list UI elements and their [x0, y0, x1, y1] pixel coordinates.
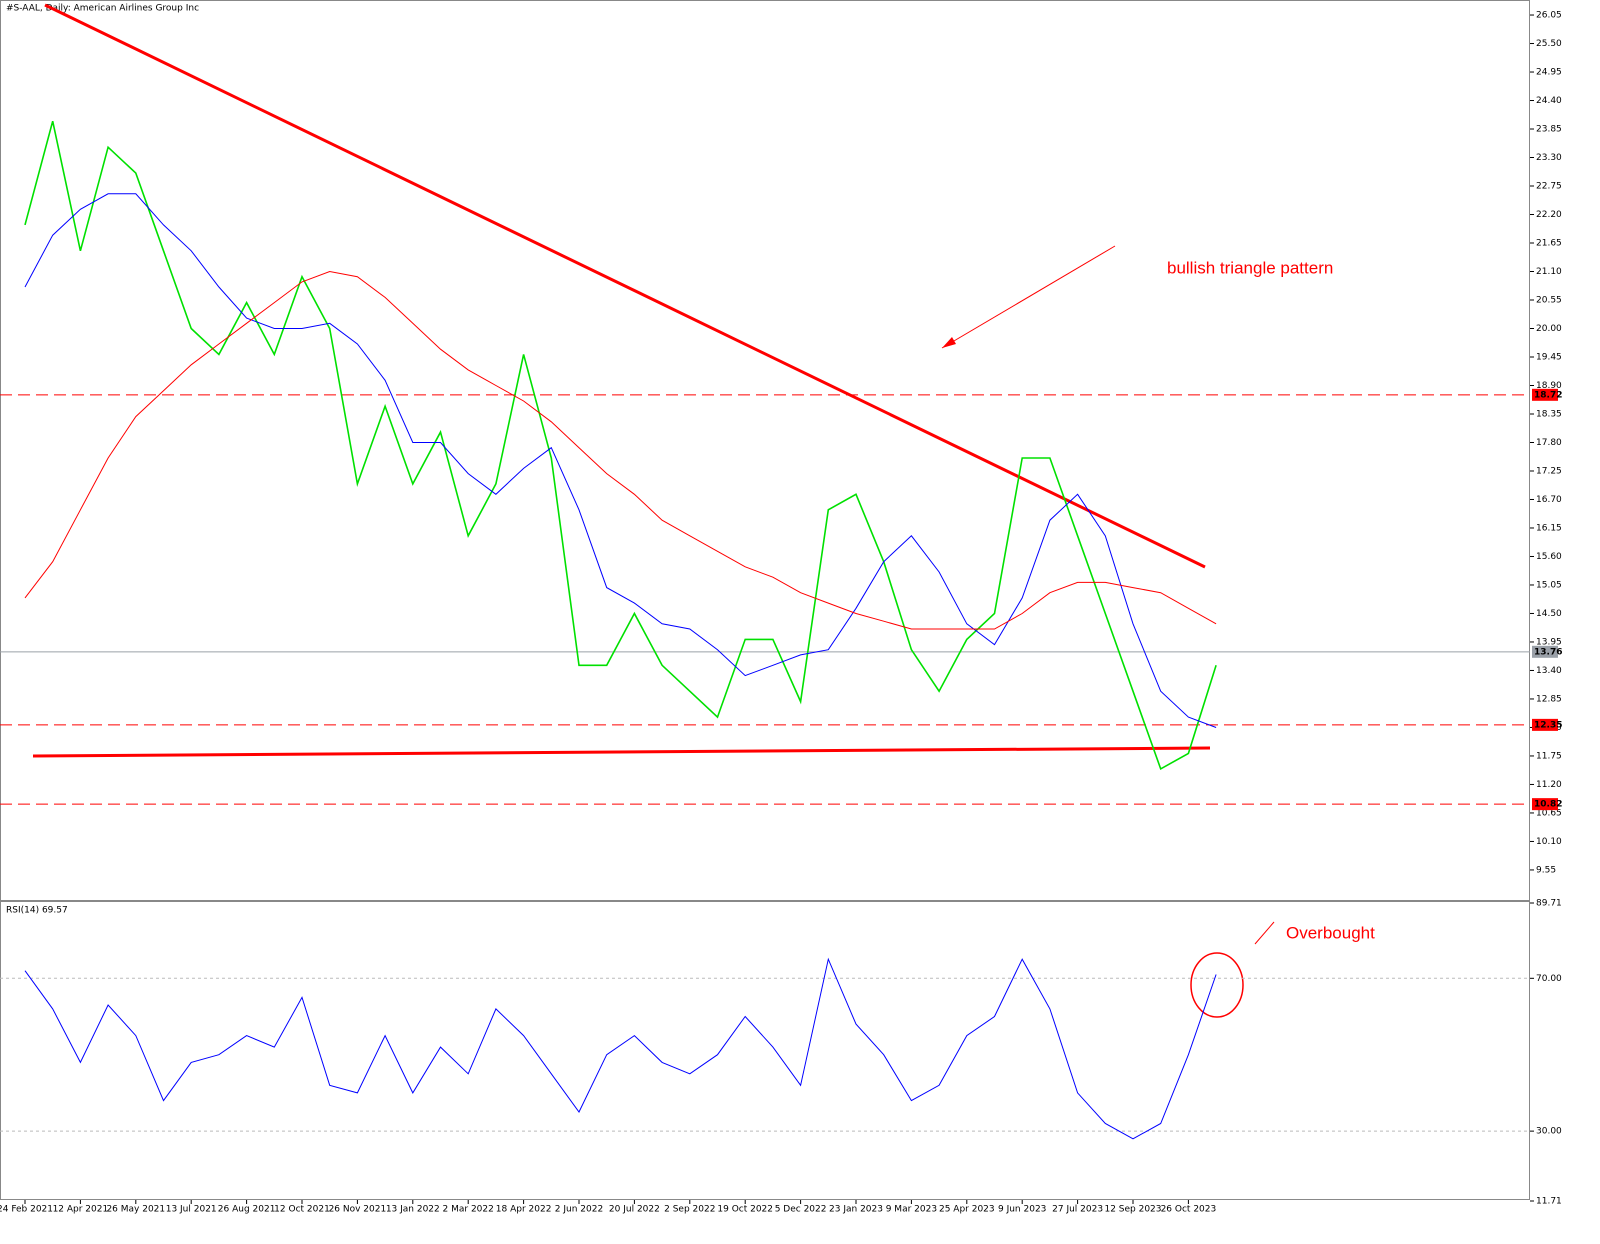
chart-title: #S-AAL, Daily: American Airlines Group I… — [6, 4, 199, 14]
series-line — [24, 193, 1217, 728]
x-tick-label: 26 Aug 2021 — [218, 1205, 276, 1215]
y-tick-label: 24.40 — [1536, 96, 1562, 106]
y-tick-label: 22.75 — [1536, 182, 1562, 192]
y-tick-label: 70.00 — [1536, 974, 1562, 984]
x-tick-label: 26 Nov 2021 — [329, 1205, 387, 1215]
x-tick-label: 9 Mar 2023 — [886, 1205, 937, 1215]
x-tick-label: 26 May 2021 — [106, 1205, 165, 1215]
level-label: 10.82 — [1534, 800, 1562, 810]
x-tick-label: 13 Jul 2021 — [166, 1205, 217, 1215]
x-tick-label: 23 Jan 2023 — [829, 1205, 883, 1215]
y-tick-label: 19.45 — [1536, 352, 1562, 362]
x-tick-label: 26 Oct 2023 — [1161, 1205, 1217, 1215]
y-tick-label: 15.60 — [1536, 552, 1562, 562]
y-tick-label: 13.95 — [1536, 637, 1562, 647]
x-tick-label: 19 Oct 2022 — [717, 1205, 773, 1215]
y-tick-label: 17.80 — [1536, 438, 1562, 448]
y-tick-label: 23.30 — [1536, 153, 1562, 163]
y-tick-label: 16.70 — [1536, 495, 1562, 505]
y-tick-label: 18.90 — [1536, 381, 1562, 391]
x-tick-label: 5 Dec 2022 — [775, 1205, 827, 1215]
level-label-bg — [1532, 645, 1558, 658]
arrow — [1254, 921, 1275, 945]
annotation: Overbought — [1286, 923, 1375, 942]
support-trendline — [32, 746, 1211, 758]
y-tick-label: 20.55 — [1536, 296, 1562, 306]
y-tick-label: 11.71 — [1536, 1197, 1562, 1207]
y-tick-label: 25.50 — [1536, 39, 1562, 49]
x-tick-label: 12 Apr 2021 — [53, 1205, 109, 1215]
y-tick-label: 21.65 — [1536, 239, 1562, 249]
y-tick-label: 30.00 — [1536, 1127, 1562, 1137]
y-tick-label: 12.85 — [1536, 694, 1562, 704]
level-label: 13.76 — [1534, 647, 1562, 657]
y-tick-label: 24.95 — [1536, 68, 1562, 78]
y-tick-label: 21.10 — [1536, 267, 1562, 277]
y-tick-label: 17.25 — [1536, 466, 1562, 476]
y-tick-label: 89.71 — [1536, 899, 1562, 909]
x-tick-label: 27 Jul 2023 — [1052, 1205, 1103, 1215]
y-tick-label: 26.05 — [1536, 11, 1562, 21]
x-tick-label: 12 Sep 2023 — [1104, 1205, 1161, 1215]
level-label: 18.72 — [1534, 390, 1562, 400]
rsi-title: RSI(14) 69.57 — [6, 906, 68, 916]
level-label: 12.35 — [1534, 720, 1562, 730]
x-tick-label: 2 Sep 2022 — [664, 1205, 715, 1215]
y-tick-label: 11.20 — [1536, 780, 1562, 790]
y-tick-label: 15.05 — [1536, 580, 1562, 590]
y-tick-label: 14.50 — [1536, 609, 1562, 619]
level-label-bg — [1532, 718, 1558, 731]
y-tick-label: 13.40 — [1536, 666, 1562, 676]
y-tick-label: 22.20 — [1536, 210, 1562, 220]
x-tick-label: 24 Feb 2021 — [0, 1205, 53, 1215]
series-line — [24, 957, 1217, 1140]
annotation: bullish triangle pattern — [1167, 258, 1333, 277]
level-label-bg — [1532, 798, 1558, 811]
series-line — [24, 120, 1217, 771]
y-tick-label: 18.35 — [1536, 409, 1562, 419]
y-tick-label: 9.55 — [1536, 865, 1556, 875]
x-tick-label: 9 Jun 2023 — [998, 1205, 1046, 1215]
x-tick-label: 18 Apr 2022 — [496, 1205, 552, 1215]
x-tick-label: 25 Apr 2023 — [939, 1205, 995, 1215]
y-tick-label: 23.85 — [1536, 125, 1562, 135]
y-tick-label: 10.65 — [1536, 808, 1562, 818]
highlight-circle — [1190, 952, 1244, 1018]
x-tick-label: 12 Oct 2021 — [274, 1205, 330, 1215]
arrow-head — [942, 337, 956, 348]
level-label-bg — [1532, 388, 1558, 401]
x-tick-label: 20 Jul 2022 — [609, 1205, 660, 1215]
y-tick-label: 16.15 — [1536, 523, 1562, 533]
resistance-trendline — [44, 3, 1206, 569]
x-tick-label: 2 Mar 2022 — [443, 1205, 494, 1215]
series-line — [24, 270, 1217, 630]
x-tick-label: 13 Jan 2022 — [386, 1205, 440, 1215]
y-tick-label: 10.10 — [1536, 837, 1562, 847]
frame — [0, 0, 1530, 1200]
y-tick-label: 11.75 — [1536, 751, 1562, 761]
arrow — [941, 245, 1116, 349]
y-tick-label: 20.00 — [1536, 324, 1562, 334]
x-tick-label: 2 Jun 2022 — [555, 1205, 603, 1215]
